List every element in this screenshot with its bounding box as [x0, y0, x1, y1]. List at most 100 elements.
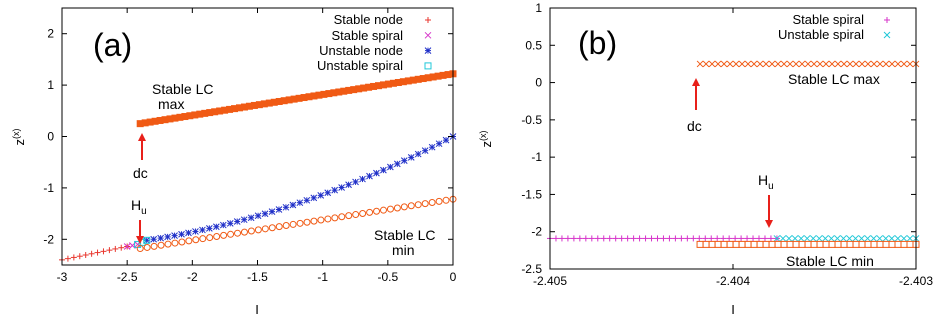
panel-a-frame	[61, 7, 454, 266]
data-point	[828, 240, 836, 248]
data-point	[702, 240, 710, 248]
data-point	[123, 243, 131, 250]
data-point	[798, 60, 806, 68]
data-point	[779, 235, 787, 242]
data-point	[798, 240, 806, 248]
annot-a-lc-max-1: Stable LC	[152, 81, 213, 97]
data-point	[178, 230, 185, 238]
data-point	[338, 184, 345, 191]
data-point	[702, 235, 709, 242]
data-point	[792, 240, 800, 248]
data-point	[870, 235, 878, 242]
data-point	[864, 60, 872, 68]
data-point	[792, 60, 800, 68]
data-point	[296, 199, 304, 207]
data-point	[726, 240, 734, 248]
data-point	[900, 235, 908, 242]
data-point	[774, 60, 782, 68]
panel-a: -3 -2.5 -2 -1.5 -1 -0.5 0 -2 -1 0 1 2 (a) z(x) I St…	[11, 7, 457, 317]
data-point	[582, 235, 589, 242]
data-point	[714, 235, 721, 242]
panel-b-ylabel-sup: (x)	[478, 131, 488, 142]
data-point	[94, 249, 101, 256]
data-point	[345, 212, 353, 220]
data-point	[76, 253, 83, 260]
data-point	[380, 166, 387, 174]
data-point	[762, 240, 770, 248]
data-point	[906, 60, 914, 68]
data-point	[254, 226, 262, 234]
data-point	[212, 223, 220, 231]
data-point	[296, 219, 304, 227]
data-point	[112, 245, 119, 252]
data-point	[220, 231, 228, 239]
legend-a-label-2: Unstable node	[319, 43, 403, 58]
annot-b-lc-min: Stable LC min	[786, 253, 874, 269]
data-point	[750, 240, 758, 248]
data-point	[558, 235, 565, 242]
data-point	[393, 204, 401, 212]
data-point	[317, 216, 325, 224]
data-point	[324, 215, 332, 223]
data-point	[858, 235, 865, 242]
xtick-label: -1	[317, 270, 328, 284]
data-point	[803, 235, 811, 242]
xtick-label: -1.5	[247, 270, 268, 284]
data-point	[852, 60, 860, 68]
data-point	[630, 235, 637, 242]
data-point	[696, 235, 703, 242]
annot-a-dc: dc	[133, 165, 148, 181]
data-point	[666, 235, 673, 242]
ytick-label: -1	[43, 181, 54, 195]
data-point	[414, 150, 422, 158]
data-point	[696, 240, 704, 248]
ytick-label: 0	[535, 76, 542, 90]
data-point	[317, 191, 325, 199]
panel-a-markers	[59, 70, 457, 263]
data-point	[331, 186, 339, 194]
data-point	[888, 60, 896, 68]
data-point	[421, 200, 429, 208]
data-point	[150, 242, 158, 250]
legend-b-label-1: Unstable spiral	[778, 27, 864, 42]
annot-b-hu-sub: u	[768, 181, 774, 192]
data-point	[143, 243, 151, 251]
data-point	[852, 240, 860, 248]
data-point	[164, 233, 171, 241]
data-point	[840, 235, 847, 242]
data-point	[864, 235, 871, 242]
data-point	[767, 235, 774, 242]
data-point	[834, 60, 842, 68]
data-point	[157, 241, 165, 249]
panel-b-frame	[549, 7, 917, 270]
data-point	[750, 60, 758, 68]
data-point	[708, 60, 716, 68]
data-point	[636, 235, 643, 242]
data-point	[738, 60, 746, 68]
xtick-label: -2	[187, 270, 198, 284]
data-point	[732, 240, 740, 248]
data-point	[206, 225, 213, 232]
legend-a-label-3: Unstable spiral	[317, 58, 403, 73]
ytick-label: 1	[47, 78, 54, 92]
data-point	[900, 60, 908, 68]
data-point	[828, 60, 836, 68]
data-point	[289, 201, 297, 209]
ytick-label: -2	[43, 232, 54, 246]
data-point	[858, 60, 866, 68]
data-point	[870, 240, 878, 248]
legend-marker	[425, 17, 431, 23]
data-point	[564, 235, 571, 242]
data-point	[331, 214, 339, 222]
data-point	[373, 169, 380, 177]
xtick-label: -2.405	[533, 274, 567, 288]
data-point	[428, 198, 436, 206]
data-point	[414, 201, 422, 209]
data-point	[846, 235, 853, 242]
data-point	[226, 219, 234, 227]
data-point	[324, 189, 332, 197]
xtick-label: -2.404	[716, 274, 750, 288]
data-point	[756, 60, 764, 68]
data-point	[282, 222, 290, 230]
